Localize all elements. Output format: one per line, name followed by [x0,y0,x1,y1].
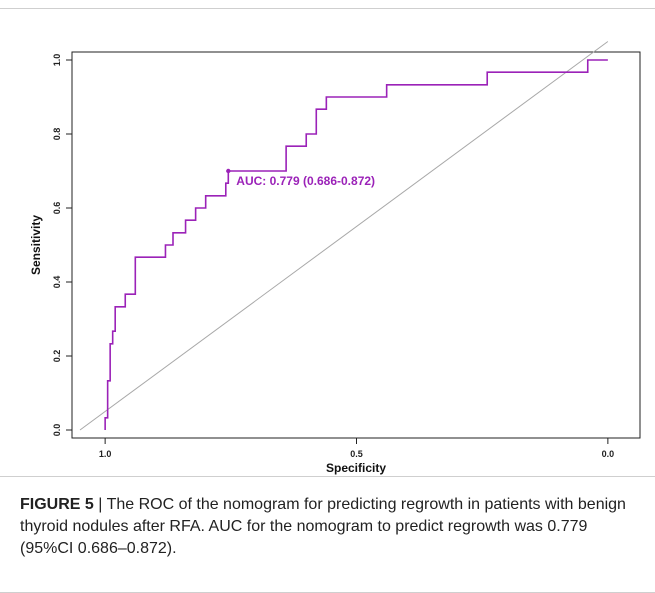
y-tick-label: 0.6 [52,202,62,215]
chance-diagonal-line [79,41,609,431]
y-tick-label: 0.4 [52,276,62,289]
x-tick-label: 0.5 [350,449,363,459]
x-axis-title: Specificity [326,461,386,475]
y-axis: 0.0 0.2 0.4 0.6 0.8 1.0 [52,54,72,437]
caption-separator [0,476,655,477]
y-axis-title: Sensitivity [29,215,43,275]
y-tick-label: 0.8 [52,128,62,141]
caption-separator-glyph: | [93,496,107,513]
figure-number: FIGURE 5 [20,496,94,513]
auc-annotation: AUC: 0.779 (0.686-0.872) [236,174,375,188]
figure-caption: FIGURE 5 | The ROC of the nomogram for p… [20,494,640,560]
roc-curve-line [104,59,608,430]
roc-curve-group [104,59,608,430]
x-axis: 1.0 0.5 0.0 [99,438,614,459]
best-threshold-point [226,168,231,174]
y-tick-label: 1.0 [52,54,62,67]
x-tick-label: 0.0 [602,449,615,459]
caption-text: The ROC of the nomogram for predicting r… [20,496,626,557]
roc-chart: 0.0 0.2 0.4 0.6 0.8 1.0 1.0 0.5 0.0 AUC: 0.779 … [29,41,641,475]
figure-top-border [0,8,655,9]
plot-area [71,51,641,439]
reference-diagonal [79,41,609,431]
x-tick-label: 1.0 [99,449,112,459]
y-tick-label: 0.2 [52,350,62,363]
y-tick-label: 0.0 [52,424,62,437]
plot-border [71,51,641,439]
